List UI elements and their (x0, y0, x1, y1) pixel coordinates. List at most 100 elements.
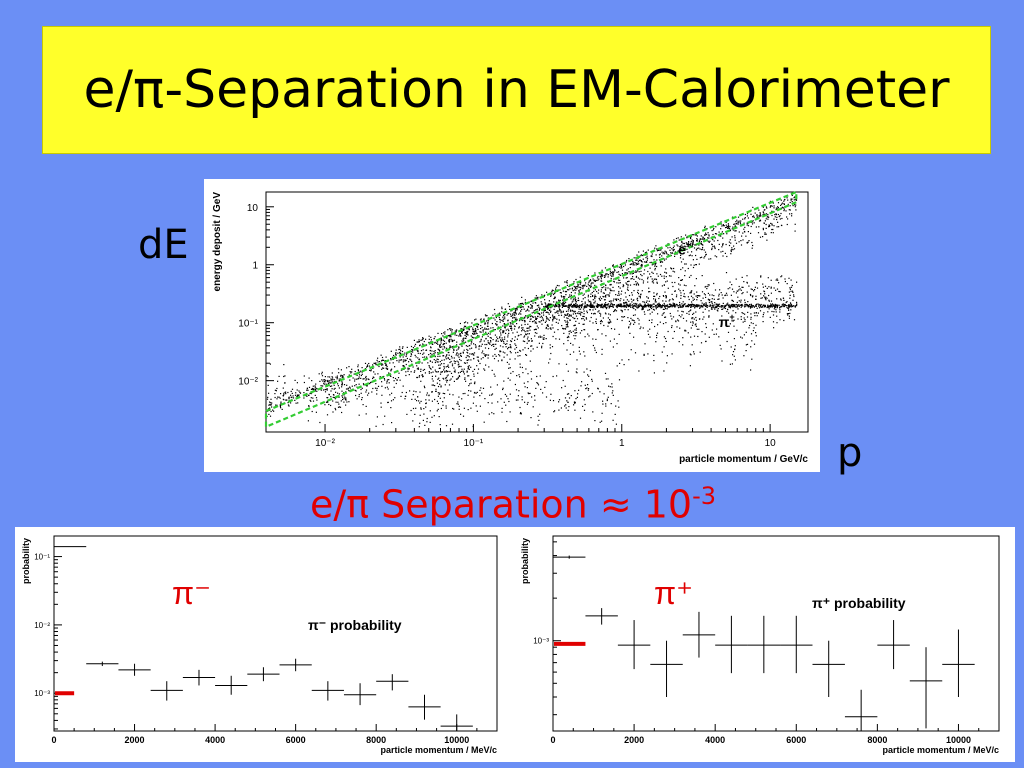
scatter-point (432, 380, 434, 382)
scatter-point (344, 396, 346, 398)
scatter-point (575, 398, 577, 400)
scatter-point (650, 307, 653, 310)
scatter-point (567, 321, 569, 324)
scatter-point (770, 286, 772, 288)
scatter-point (431, 350, 433, 352)
scatter-point (497, 340, 499, 342)
scatter-point (437, 371, 439, 373)
scatter-point (780, 276, 782, 278)
scatter-point (568, 397, 571, 399)
scatter-point (767, 311, 769, 313)
scatter-point (440, 371, 442, 373)
y-axis-label: probability (520, 538, 530, 584)
scatter-point (638, 263, 640, 265)
scatter-point (527, 381, 529, 383)
scatter-point (738, 305, 740, 307)
scatter-point (795, 199, 798, 201)
scatter-point (557, 322, 559, 324)
scatter-point (762, 211, 764, 213)
scatter-point (538, 419, 540, 421)
scatter-point (441, 359, 443, 361)
scatter-point (675, 237, 678, 240)
scatter-point (457, 403, 459, 405)
scatter-point (443, 397, 445, 399)
scatter-point (655, 308, 657, 310)
scatter-point (527, 333, 529, 335)
scatter-point (683, 303, 685, 306)
scatter-point (436, 371, 438, 373)
scatter-point (277, 380, 279, 382)
scatter-point (594, 272, 596, 274)
scatter-point (593, 305, 595, 307)
scatter-point (602, 306, 604, 309)
scatter-point (655, 306, 658, 308)
scatter-point (720, 292, 722, 294)
scatter-point (516, 338, 518, 340)
scatter-point (570, 342, 572, 344)
scatter-point (511, 338, 513, 340)
scatter-point (322, 380, 324, 382)
scatter-point (462, 328, 464, 330)
scatter-point (602, 317, 604, 319)
scatter-point (639, 305, 641, 307)
scatter-point (546, 311, 548, 313)
scatter-point (377, 357, 379, 359)
scatter-point (422, 376, 424, 378)
scatter-point (276, 398, 278, 400)
scatter-point (734, 239, 736, 241)
scatter-point (419, 344, 421, 346)
scatter-point (475, 347, 477, 349)
scatter-point (315, 387, 317, 389)
scatter-point (592, 299, 594, 301)
scatter-point (746, 316, 749, 318)
scatter-point (331, 388, 333, 390)
scatter-point (548, 304, 550, 306)
scatter-point (531, 345, 533, 347)
scatter-point (761, 306, 763, 308)
scatter-point (730, 250, 732, 253)
scatter-point (693, 247, 696, 249)
scatter-point (484, 343, 486, 346)
scatter-point (566, 349, 568, 351)
scatter-point (559, 308, 561, 311)
scatter-point (581, 381, 583, 383)
scatter-point (345, 398, 347, 400)
scatter-point (445, 342, 447, 344)
scatter-point (649, 328, 651, 330)
scatter-point (454, 330, 456, 332)
scatter-point (718, 305, 720, 307)
scatter-point (605, 313, 607, 315)
scatter-point (446, 375, 448, 377)
scatter-point (705, 323, 707, 325)
scatter-point (707, 298, 709, 300)
scatter-point (743, 355, 745, 357)
scatter-point (626, 283, 628, 285)
scatter-point (547, 328, 549, 330)
scatter-point (385, 363, 387, 365)
scatter-point (551, 289, 553, 291)
scatter-point (470, 366, 472, 368)
scatter-point (497, 326, 499, 328)
scatter-point (783, 299, 785, 301)
scatter-point (655, 245, 657, 247)
scatter-point (771, 303, 774, 305)
scatter-point (610, 289, 612, 291)
scatter-point (472, 333, 474, 335)
scatter-point (792, 305, 794, 307)
scatter-point (467, 368, 469, 370)
scatter-point (573, 298, 575, 300)
scatter-point (296, 394, 298, 396)
scatter-point (746, 343, 749, 345)
scatter-point (435, 360, 437, 362)
scatter-point (438, 349, 441, 351)
scatter-point (584, 355, 586, 357)
data-point (682, 611, 716, 658)
scatter-point (559, 309, 561, 311)
scatter-point (504, 316, 506, 318)
scatter-point (731, 288, 734, 290)
scatter-point (566, 284, 568, 286)
scatter-point (764, 285, 767, 287)
scatter-point (600, 306, 602, 308)
scatter-point (509, 350, 511, 353)
scatter-point (623, 303, 625, 305)
